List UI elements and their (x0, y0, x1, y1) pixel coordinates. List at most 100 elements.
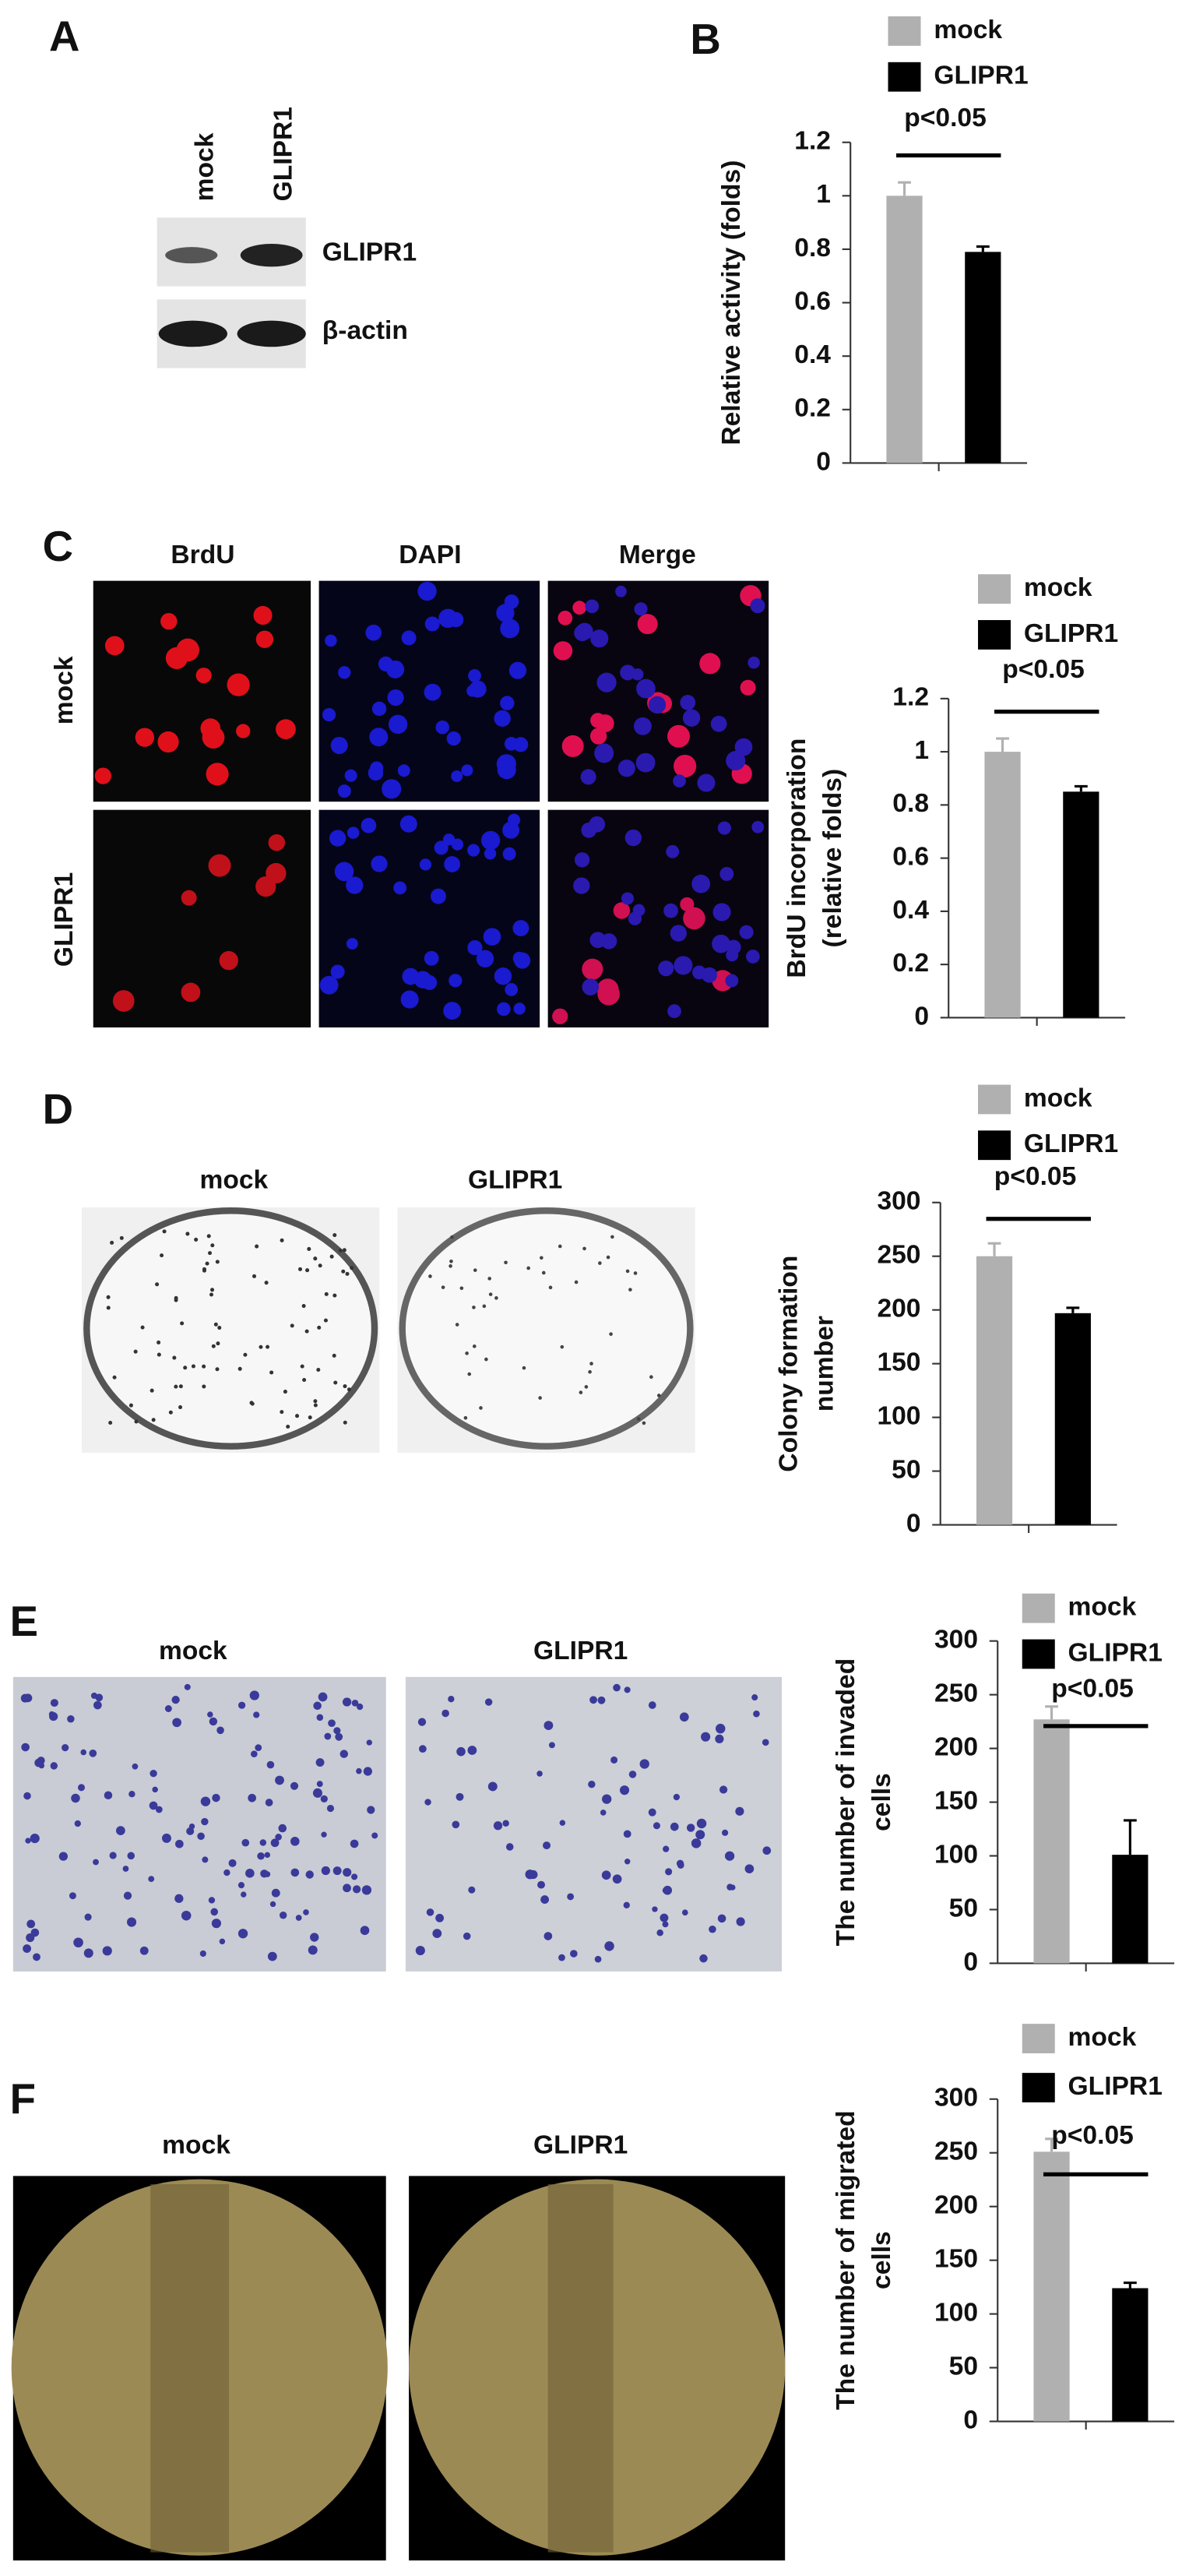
cell (702, 967, 717, 983)
cell (255, 630, 274, 648)
cell (656, 1929, 663, 1936)
colony (350, 1266, 354, 1270)
colony (558, 1244, 562, 1249)
cell (212, 1793, 220, 1802)
cell (715, 1734, 724, 1744)
colony (598, 1261, 602, 1265)
colony (333, 1380, 338, 1385)
cell (679, 1712, 689, 1722)
cell (719, 867, 734, 881)
cell (310, 1933, 319, 1942)
y-tick-label: 300 (934, 2084, 978, 2113)
cell (726, 751, 746, 771)
cell (132, 1763, 139, 1770)
bar (1063, 791, 1099, 1018)
cell (206, 763, 229, 786)
cell (456, 1746, 466, 1757)
cell (751, 1694, 758, 1701)
colony (110, 1240, 114, 1245)
colony (642, 1421, 646, 1425)
colony (211, 1344, 216, 1348)
colony (302, 1377, 307, 1383)
cell (635, 752, 656, 773)
colony (441, 1285, 445, 1289)
micrograph (547, 809, 769, 1028)
legend-label: GLIPR1 (1068, 1638, 1163, 1667)
colony (450, 1235, 454, 1239)
cell (682, 709, 701, 727)
cell (33, 1953, 40, 1961)
cell (717, 1914, 726, 1923)
cell (719, 1785, 728, 1794)
cell (351, 1873, 358, 1880)
cell (613, 1683, 621, 1692)
bar (984, 752, 1021, 1018)
colony (463, 1415, 468, 1420)
cell (467, 1746, 477, 1755)
colony (112, 1375, 117, 1380)
cell (112, 990, 135, 1012)
colony (313, 1403, 318, 1408)
cell (48, 1711, 55, 1718)
colony (560, 1344, 565, 1349)
cell (415, 1946, 425, 1956)
colony (459, 1286, 464, 1291)
cell (594, 743, 614, 763)
cell (451, 770, 463, 782)
legend-label: GLIPR1 (934, 62, 1028, 90)
cell (670, 925, 688, 942)
cell (624, 1686, 631, 1693)
cell (268, 833, 286, 851)
colony (250, 1401, 255, 1406)
wound (547, 2183, 614, 2553)
y-tick-label: 0.2 (892, 949, 929, 978)
colony (494, 1296, 498, 1300)
cell (762, 1846, 772, 1855)
cell (89, 1750, 97, 1757)
cell (623, 1830, 631, 1838)
cell (155, 1806, 163, 1813)
cell (597, 983, 620, 1006)
cell (558, 611, 573, 625)
colony (636, 1417, 641, 1421)
cell (363, 1767, 372, 1776)
cell (508, 661, 526, 679)
cell (255, 1744, 262, 1751)
cell (572, 601, 587, 615)
colony (205, 1261, 209, 1266)
image-label: mock (162, 2131, 230, 2160)
cell (666, 844, 680, 858)
cell (699, 1954, 708, 1963)
cell (426, 1908, 434, 1916)
cell (219, 950, 238, 971)
colony (202, 1364, 206, 1369)
cell (321, 1831, 327, 1838)
y-tick-label: 0.4 (892, 896, 929, 925)
cell (696, 1818, 707, 1829)
cell (574, 852, 590, 868)
colony (243, 1352, 248, 1357)
cell (71, 1793, 80, 1803)
colony (266, 1344, 270, 1349)
column-label: Merge (619, 541, 696, 569)
cell (590, 629, 609, 648)
cell (171, 1695, 180, 1704)
cell (176, 638, 199, 662)
cell (716, 1723, 726, 1734)
cell (382, 779, 402, 799)
colony (108, 1421, 113, 1425)
cell (662, 1921, 669, 1928)
cell (725, 974, 739, 988)
cell (619, 1785, 630, 1795)
cell (69, 1892, 76, 1900)
cell (371, 1832, 378, 1839)
legend-label: mock (1024, 573, 1092, 602)
colony (574, 1280, 579, 1284)
legend-label: GLIPR1 (1024, 1129, 1118, 1158)
cell (83, 1948, 93, 1958)
cell (574, 624, 591, 642)
colony (341, 1269, 346, 1274)
cell (430, 888, 446, 904)
cell (667, 1004, 681, 1018)
colony (323, 1318, 328, 1323)
